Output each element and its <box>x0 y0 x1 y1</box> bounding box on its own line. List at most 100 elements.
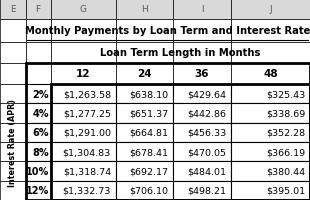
Bar <box>51 123 116 142</box>
Bar <box>0 123 26 142</box>
Bar <box>0 64 26 85</box>
Bar <box>173 20 231 43</box>
Text: Interest Rate (APR): Interest Rate (APR) <box>8 99 17 186</box>
Bar <box>26 64 310 200</box>
Bar <box>51 85 116 104</box>
Text: $692.17: $692.17 <box>129 167 168 175</box>
Bar <box>51 43 116 64</box>
Bar <box>116 85 173 104</box>
Text: $664.81: $664.81 <box>129 128 168 137</box>
Bar <box>173 104 231 123</box>
Text: $380.44: $380.44 <box>266 167 305 175</box>
Bar <box>173 161 231 181</box>
Bar <box>116 64 173 85</box>
Bar <box>173 85 231 104</box>
Bar <box>116 161 173 181</box>
Text: J: J <box>269 5 272 14</box>
Bar <box>231 64 310 85</box>
Text: $470.05: $470.05 <box>187 147 226 156</box>
Bar <box>51 161 116 181</box>
Text: $1,318.74: $1,318.74 <box>63 167 111 175</box>
Text: Monthly Payments by Loan Term and Interest Rate: Monthly Payments by Loan Term and Intere… <box>25 26 310 36</box>
Bar <box>116 43 173 64</box>
Text: $1,332.73: $1,332.73 <box>63 186 111 195</box>
Bar <box>51 20 116 43</box>
Bar <box>231 104 310 123</box>
Bar <box>0 181 26 200</box>
Bar <box>116 123 173 142</box>
Bar <box>231 161 310 181</box>
Bar <box>26 0 51 20</box>
Text: 36: 36 <box>195 69 209 79</box>
Text: $456.33: $456.33 <box>187 128 226 137</box>
Text: $429.64: $429.64 <box>187 90 226 99</box>
Text: 6%: 6% <box>33 128 49 138</box>
Text: 48: 48 <box>263 69 278 79</box>
Text: $498.21: $498.21 <box>187 186 226 195</box>
Bar <box>231 20 310 43</box>
Bar <box>231 123 310 142</box>
Text: 24: 24 <box>137 69 152 79</box>
Text: 2%: 2% <box>33 89 49 99</box>
Text: $651.37: $651.37 <box>129 109 168 118</box>
Bar <box>231 43 310 64</box>
Bar <box>26 123 51 142</box>
Bar <box>26 64 51 85</box>
Bar <box>26 85 51 104</box>
Text: $638.10: $638.10 <box>129 90 168 99</box>
Bar <box>173 181 231 200</box>
Bar <box>26 181 51 200</box>
Bar <box>51 0 116 20</box>
Bar <box>0 85 26 104</box>
Bar <box>51 64 116 85</box>
Bar <box>116 104 173 123</box>
Bar <box>51 85 310 200</box>
Text: E: E <box>10 5 16 14</box>
Text: $678.41: $678.41 <box>129 147 168 156</box>
Bar <box>116 142 173 161</box>
Text: H: H <box>141 5 148 14</box>
Bar <box>26 43 51 64</box>
Text: Loan Term Length in Months: Loan Term Length in Months <box>100 48 260 58</box>
Bar <box>0 43 26 64</box>
Bar <box>173 43 231 64</box>
Bar <box>173 123 231 142</box>
Text: G: G <box>80 5 86 14</box>
Bar <box>173 142 231 161</box>
Text: $366.19: $366.19 <box>266 147 305 156</box>
Bar <box>51 104 116 123</box>
Bar <box>231 142 310 161</box>
Text: $338.69: $338.69 <box>266 109 305 118</box>
Text: 4%: 4% <box>33 108 49 118</box>
Text: $1,263.58: $1,263.58 <box>63 90 111 99</box>
Text: $325.43: $325.43 <box>266 90 305 99</box>
Text: F: F <box>36 5 41 14</box>
Text: 12: 12 <box>76 69 90 79</box>
Text: 10%: 10% <box>26 166 49 176</box>
Bar <box>173 0 231 20</box>
Bar <box>26 20 51 43</box>
Bar <box>0 161 26 181</box>
Bar <box>0 104 26 123</box>
Text: $442.86: $442.86 <box>187 109 226 118</box>
Bar <box>0 20 26 43</box>
Bar <box>26 104 51 123</box>
Bar <box>26 161 51 181</box>
Bar <box>0 142 26 161</box>
Bar <box>173 64 231 85</box>
Text: $1,304.83: $1,304.83 <box>63 147 111 156</box>
Text: $352.28: $352.28 <box>266 128 305 137</box>
Bar <box>116 20 173 43</box>
Bar <box>231 181 310 200</box>
Text: 8%: 8% <box>32 147 49 157</box>
Text: $1,277.25: $1,277.25 <box>63 109 111 118</box>
Bar <box>116 0 173 20</box>
Text: $1,291.00: $1,291.00 <box>63 128 111 137</box>
Bar <box>231 85 310 104</box>
Text: $706.10: $706.10 <box>129 186 168 195</box>
Bar <box>231 0 310 20</box>
Bar <box>0 0 26 20</box>
Bar <box>51 181 116 200</box>
Bar <box>26 142 51 161</box>
Text: I: I <box>201 5 203 14</box>
